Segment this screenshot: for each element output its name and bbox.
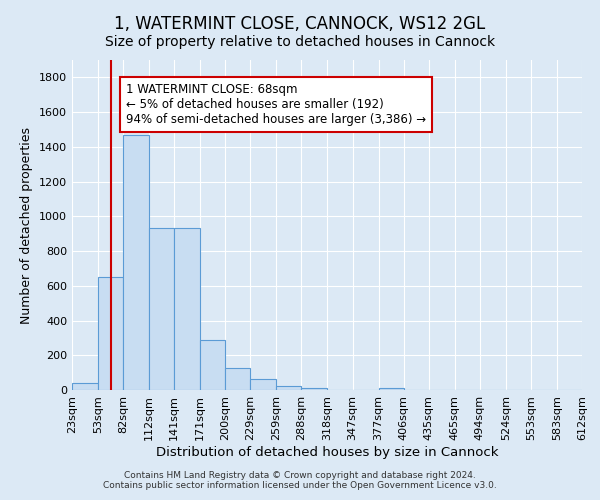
Bar xyxy=(174,228,200,390)
Bar xyxy=(277,386,301,390)
Bar xyxy=(250,379,277,390)
Bar xyxy=(225,368,250,390)
Text: Size of property relative to detached houses in Cannock: Size of property relative to detached ho… xyxy=(105,35,495,49)
Bar xyxy=(149,228,174,390)
Bar xyxy=(98,277,123,390)
Y-axis label: Number of detached properties: Number of detached properties xyxy=(20,126,34,324)
Bar xyxy=(200,340,225,390)
Bar xyxy=(72,384,98,390)
Bar xyxy=(123,134,149,390)
Text: 1 WATERMINT CLOSE: 68sqm
← 5% of detached houses are smaller (192)
94% of semi-d: 1 WATERMINT CLOSE: 68sqm ← 5% of detache… xyxy=(126,83,427,126)
Bar xyxy=(379,388,404,390)
Bar xyxy=(301,388,328,390)
Text: 1, WATERMINT CLOSE, CANNOCK, WS12 2GL: 1, WATERMINT CLOSE, CANNOCK, WS12 2GL xyxy=(115,15,485,33)
X-axis label: Distribution of detached houses by size in Cannock: Distribution of detached houses by size … xyxy=(156,446,498,458)
Text: Contains HM Land Registry data © Crown copyright and database right 2024.
Contai: Contains HM Land Registry data © Crown c… xyxy=(103,470,497,490)
